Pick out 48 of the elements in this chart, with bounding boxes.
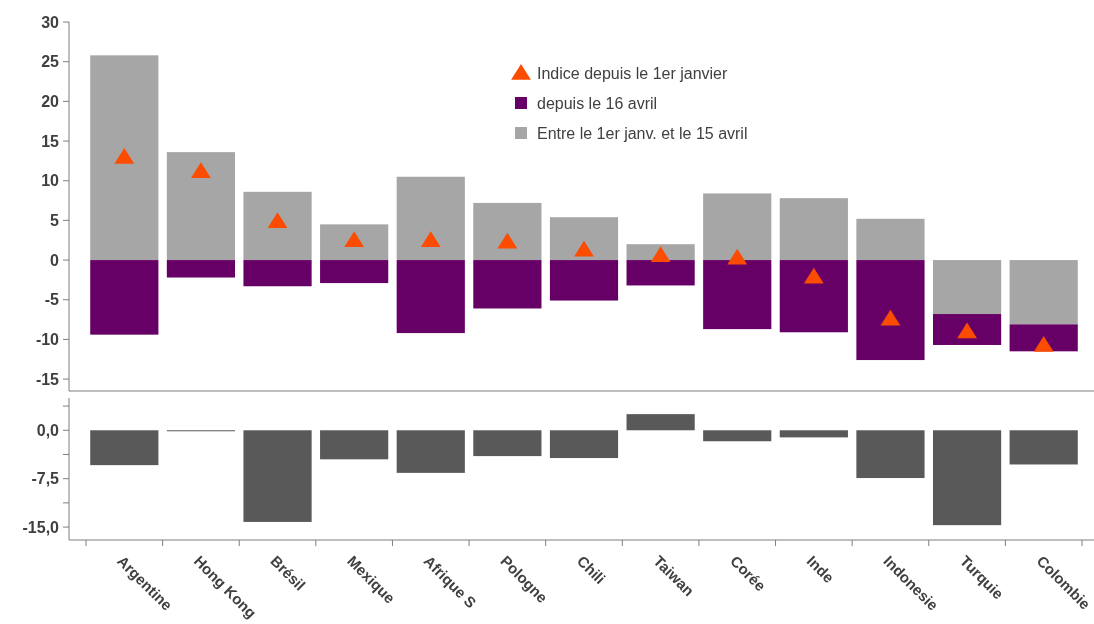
bar xyxy=(779,198,848,261)
y-tick-label: -15 xyxy=(35,370,60,388)
bar xyxy=(856,260,925,361)
bar xyxy=(473,260,542,309)
bar xyxy=(166,260,236,278)
legend-label: depuis le 16 avril xyxy=(537,94,658,112)
bar xyxy=(166,152,236,261)
y-tick-label: -7,5 xyxy=(31,470,60,488)
point xyxy=(727,248,748,265)
bar xyxy=(320,260,389,284)
bar xyxy=(320,224,389,261)
bar xyxy=(549,217,619,261)
bar xyxy=(932,260,1002,315)
bar xyxy=(779,260,848,333)
y-tick-label: 0,0 xyxy=(36,421,60,439)
legend-label: Entre le 1er janv. et le 15 avril xyxy=(537,124,748,142)
y-tick-label: 20 xyxy=(41,92,60,110)
point xyxy=(191,162,211,178)
bar xyxy=(90,260,159,335)
bar xyxy=(549,260,619,301)
y-tick-label: 0 xyxy=(50,251,60,269)
bar xyxy=(243,260,312,287)
y-tick-label: 15 xyxy=(41,132,60,150)
bar xyxy=(626,260,695,286)
y-tick-label: -10 xyxy=(35,331,60,349)
bar xyxy=(856,218,925,261)
y-tick-label: -15,0 xyxy=(22,518,60,536)
bar xyxy=(1009,260,1078,325)
bar xyxy=(396,176,465,261)
point xyxy=(880,309,901,326)
point xyxy=(114,147,135,164)
legend-label: Indice depuis le 1er janvier xyxy=(537,64,729,82)
y-tick-label: 10 xyxy=(41,172,60,190)
bar xyxy=(243,191,312,261)
bar xyxy=(1009,324,1078,352)
y-tick-label: 5 xyxy=(50,211,60,229)
bar xyxy=(396,260,465,334)
bar xyxy=(703,193,772,261)
bar xyxy=(703,260,772,330)
bar xyxy=(90,55,159,261)
point xyxy=(420,231,441,247)
y-tick-label: 25 xyxy=(41,53,60,71)
bar xyxy=(932,314,1002,345)
y-tick-label: 30 xyxy=(41,13,60,31)
y-tick-label: -5 xyxy=(44,291,60,309)
point xyxy=(803,267,824,284)
bar xyxy=(473,202,542,261)
point xyxy=(650,246,671,263)
